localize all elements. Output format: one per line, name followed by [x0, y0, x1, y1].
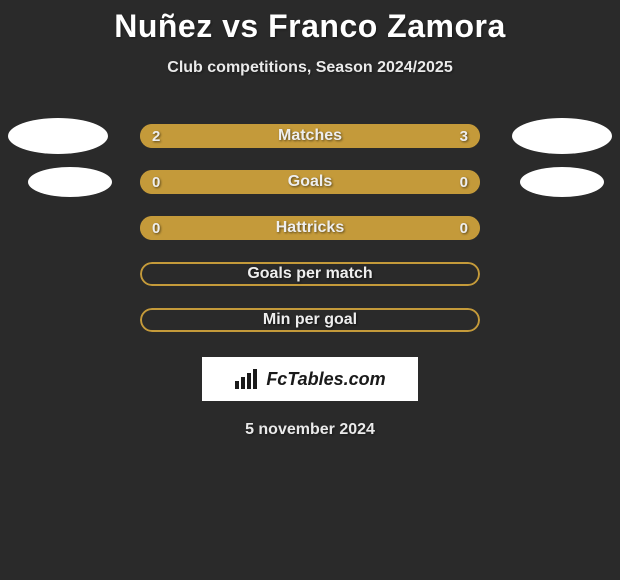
stat-row: Min per goal	[0, 297, 620, 343]
stat-label: Matches	[140, 124, 480, 148]
page-title: Nuñez vs Franco Zamora	[0, 0, 620, 45]
stat-label: Goals	[140, 170, 480, 194]
source-badge: FcTables.com	[202, 357, 418, 401]
stat-row: 23Matches	[0, 113, 620, 159]
stat-label: Goals per match	[140, 262, 480, 286]
source-badge-text: FcTables.com	[266, 369, 385, 390]
bars-icon	[234, 369, 260, 389]
stat-label: Hattricks	[140, 216, 480, 240]
title-left: Nuñez vs Franco Zamora	[114, 8, 506, 44]
player-avatar-right	[520, 167, 604, 197]
stat-row: 00Goals	[0, 159, 620, 205]
subtitle: Club competitions, Season 2024/2025	[0, 59, 620, 77]
stat-bar: Min per goal	[140, 308, 480, 332]
date-text: 5 november 2024	[0, 421, 620, 439]
stats-container: 23Matches 00Goals 00Hattricks Goals per mat…	[0, 113, 620, 343]
stat-row: Goals per match	[0, 251, 620, 297]
player-avatar-right	[512, 118, 612, 154]
player-avatar-left	[28, 167, 112, 197]
stat-bar: 00Hattricks	[140, 216, 480, 240]
stat-bar: Goals per match	[140, 262, 480, 286]
stat-bar: 00Goals	[140, 170, 480, 194]
stat-label: Min per goal	[140, 308, 480, 332]
stat-row: 00Hattricks	[0, 205, 620, 251]
stat-bar: 23Matches	[140, 124, 480, 148]
player-avatar-left	[8, 118, 108, 154]
